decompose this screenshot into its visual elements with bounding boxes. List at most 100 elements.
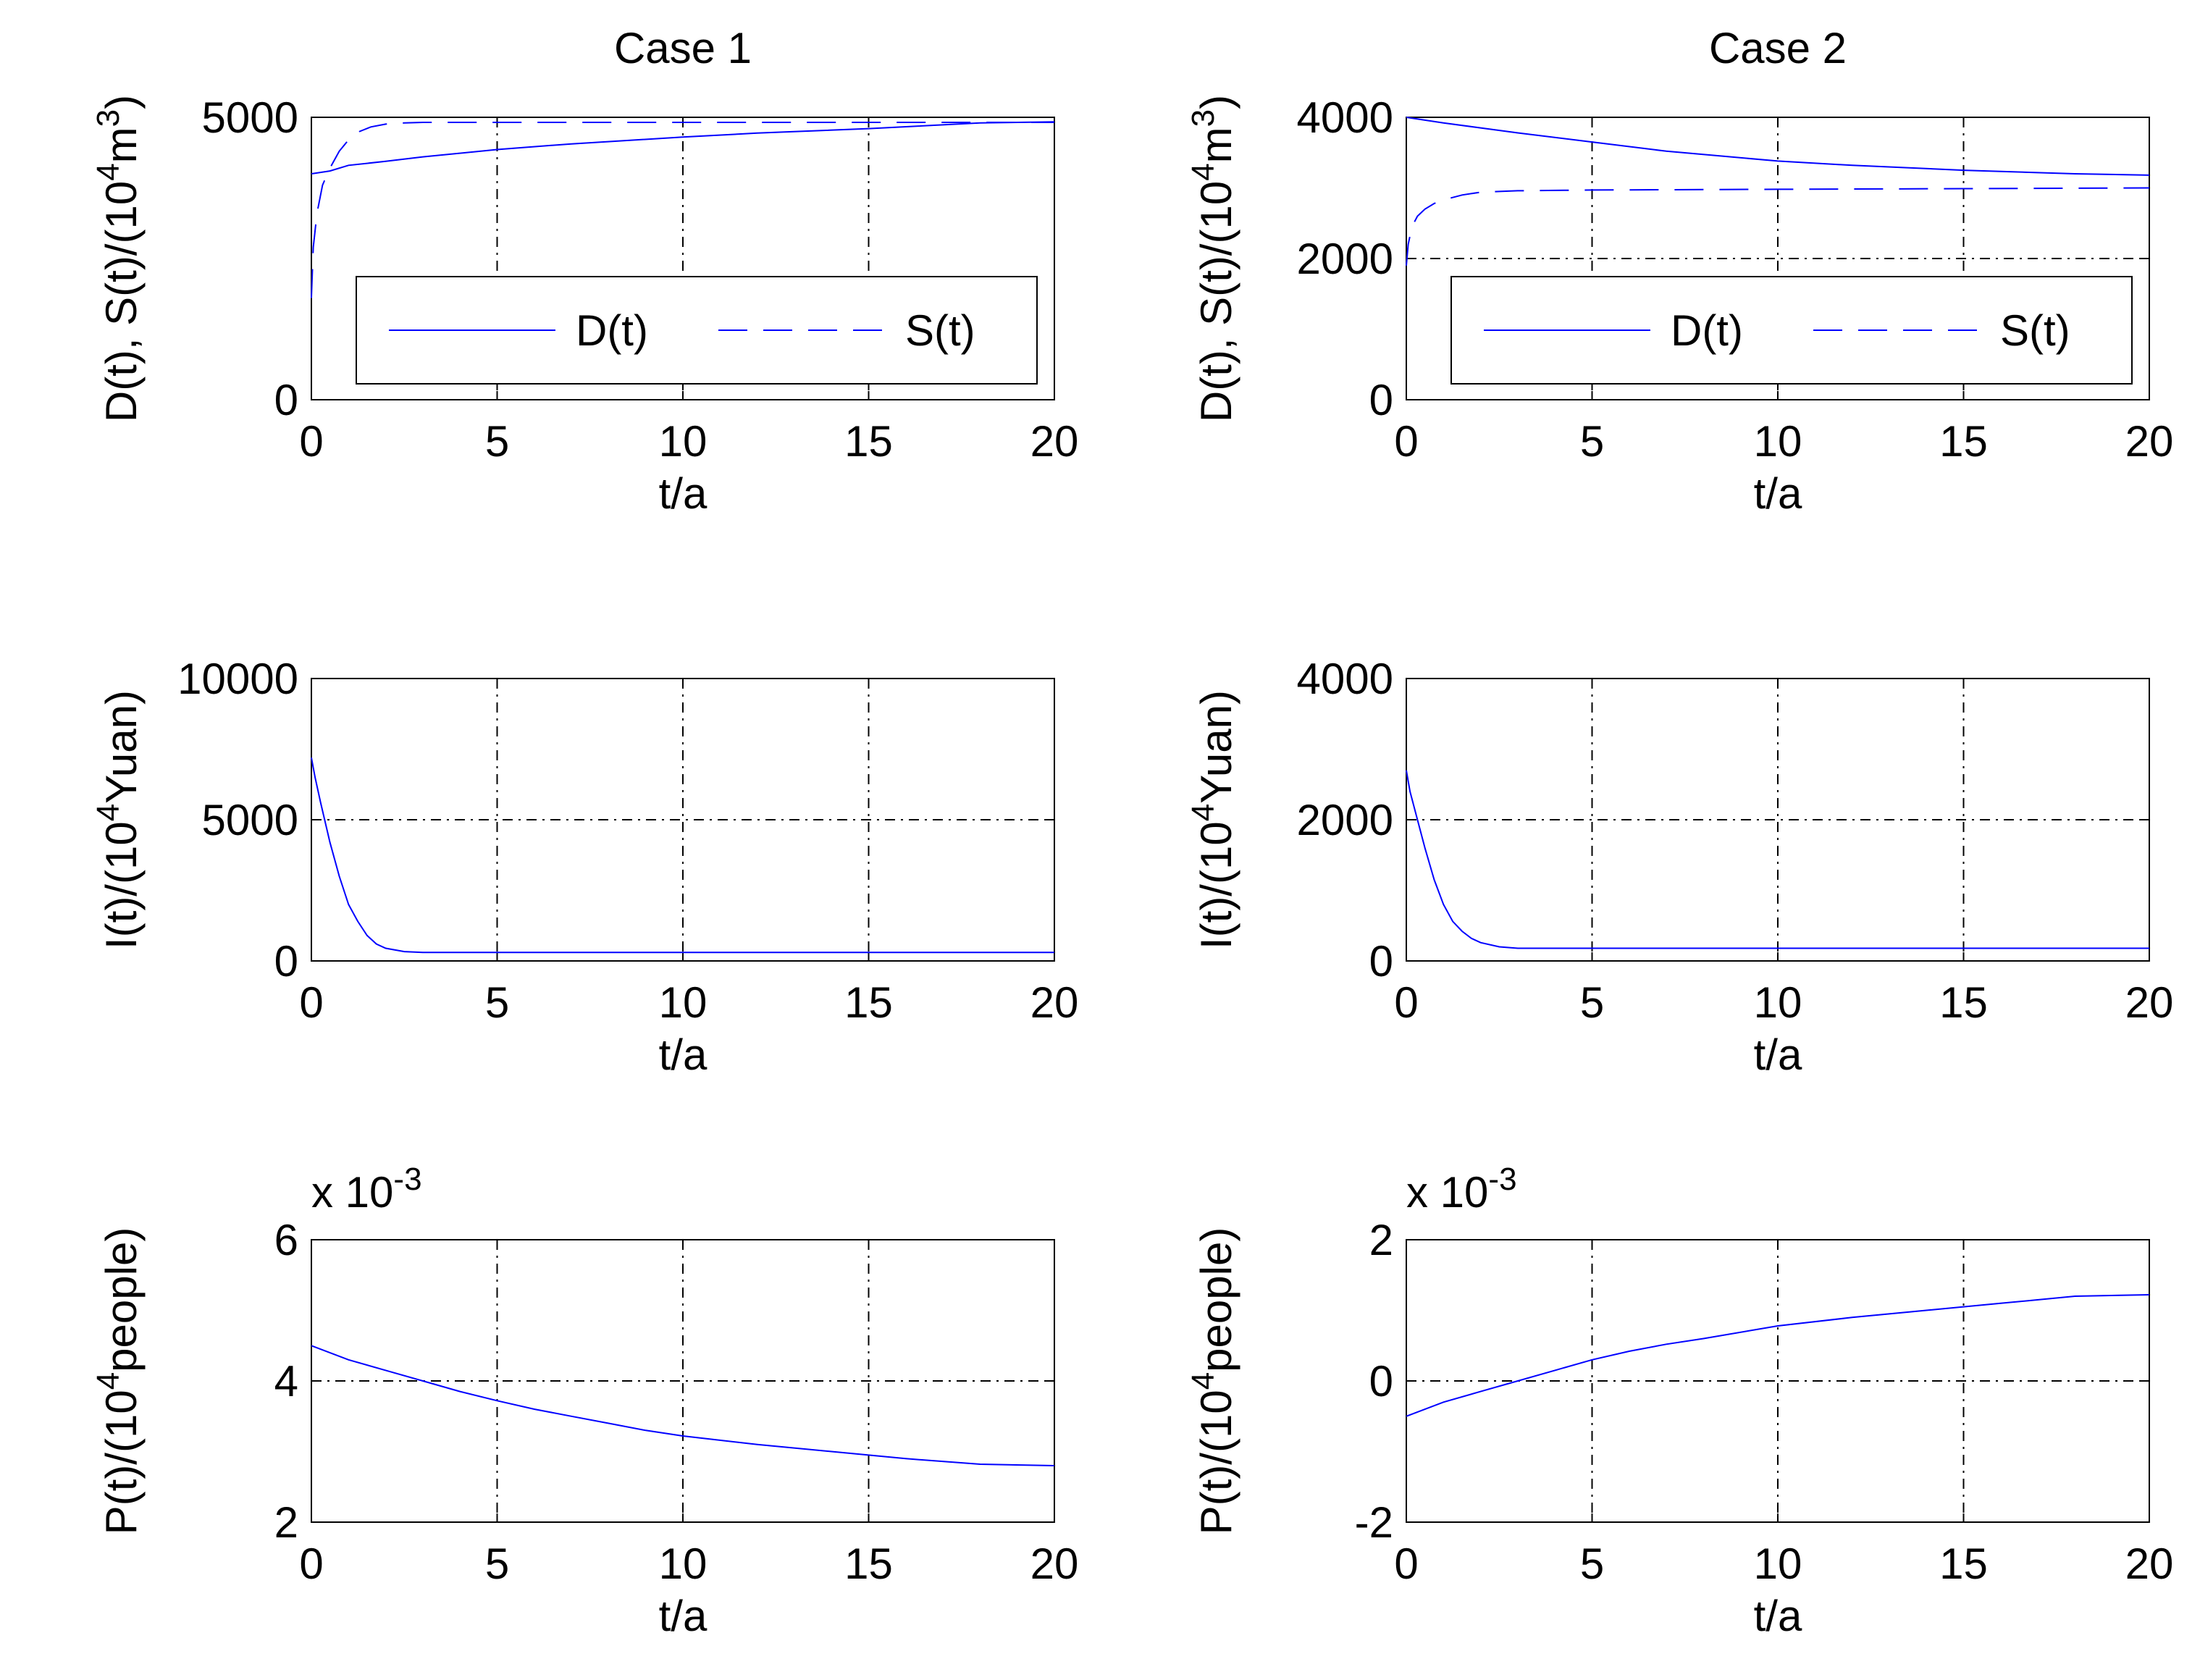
series-line-pt (1406, 1294, 2150, 1417)
y-label-tail: Yuan) (1192, 690, 1240, 804)
x-tick-label: 20 (1030, 978, 1079, 1027)
y-label-main: P(t)/(10 (1192, 1390, 1240, 1534)
x-tick-label: 15 (1939, 1540, 1988, 1588)
x-tick-label: 20 (2125, 978, 2174, 1027)
y-label-sup: 4 (1185, 804, 1221, 821)
x-tick-label: 0 (299, 417, 323, 466)
x-tick-label: 0 (1394, 1540, 1418, 1588)
x-tick-label: 10 (1754, 417, 1802, 466)
x-tick-label: 5 (1580, 1540, 1604, 1588)
multiplier-base: x 10 (311, 1168, 393, 1217)
subplot-title: Case 2 (1709, 24, 1847, 72)
y-tick-label: 2000 (1297, 235, 1393, 283)
y-label-sup: 4 (1185, 1372, 1221, 1390)
x-tick-label: 10 (1754, 1540, 1802, 1588)
y-label-main: P(t)/(10 (97, 1390, 146, 1534)
y-tick-label: -2 (1355, 1498, 1393, 1547)
legend-label: S(t) (2000, 306, 2070, 355)
series-line-dt (1406, 117, 2150, 176)
x-tick-label: 0 (299, 1540, 323, 1588)
y-label-close: ) (1192, 95, 1240, 109)
y-label-main: D(t), S(t)/(10 (1192, 181, 1240, 422)
x-tick-label: 15 (844, 1540, 893, 1588)
y-axis-label: D(t), S(t)/(104m3) (91, 95, 146, 422)
x-tick-label: 5 (485, 978, 509, 1027)
subplot-p22: 0 5 10 15 20 0 2000 4000 t/a I(t)/(104Yuan) (1185, 655, 2173, 1079)
y-label-tail: people) (1192, 1227, 1240, 1372)
x-tick-label: 10 (659, 978, 708, 1027)
y-label-tail: m (97, 127, 146, 163)
x-axis-label: t/a (1754, 469, 1802, 518)
x-tick-label: 0 (299, 978, 323, 1027)
series-line-dt (311, 121, 1055, 175)
x-tick-label: 15 (844, 417, 893, 466)
y-label-main: I(t)/(10 (97, 821, 146, 949)
x-tick-label: 5 (485, 417, 509, 466)
x-tick-label: 15 (844, 978, 893, 1027)
x-tick-label: 10 (659, 417, 708, 466)
legend: D(t) S(t) (1450, 276, 2133, 385)
x-tick-label: 10 (659, 1540, 708, 1588)
y-tick-label: 10000 (177, 655, 298, 703)
series-line-pt (311, 1345, 1055, 1466)
x-tick-label: 0 (1394, 417, 1418, 466)
y-axis-label: I(t)/(104Yuan) (91, 690, 146, 949)
y-tick-label: 4000 (1297, 655, 1393, 703)
y-label-sup: 4 (1185, 163, 1221, 180)
x-axis-label: t/a (659, 1592, 708, 1640)
y-label-tail: people) (97, 1227, 146, 1372)
y-axis-label: I(t)/(104Yuan) (1185, 690, 1240, 949)
x-axis-label: t/a (659, 469, 708, 518)
x-tick-label: 15 (1939, 417, 1988, 466)
y-label-sup: 4 (91, 1372, 126, 1390)
x-axis-label: t/a (1754, 1030, 1802, 1079)
x-axis-label: t/a (1754, 1592, 1802, 1640)
x-tick-label: 10 (1754, 978, 1802, 1027)
x-tick-label: 20 (1030, 417, 1079, 466)
legend-label: D(t) (576, 306, 648, 355)
y-tick-label: 0 (1369, 937, 1393, 986)
y-tick-label: 2000 (1297, 796, 1393, 844)
y-tick-label: 0 (274, 376, 298, 424)
x-tick-label: 20 (2125, 1540, 2174, 1588)
series-line-st (1406, 187, 2150, 266)
subplot-p11: 0 5 10 15 20 0 5000 t/a D(t), S(t)/(104m3) Case 1… (91, 24, 1078, 518)
multiplier-exponent: -3 (1488, 1162, 1516, 1197)
y-label-sup2: 3 (1185, 109, 1221, 127)
y-label-tail: m (1192, 127, 1240, 163)
y-tick-label: 0 (1369, 376, 1393, 424)
axis-multiplier: x 10-3 (311, 1162, 422, 1217)
x-tick-label: 0 (1394, 978, 1418, 1027)
y-tick-label: 0 (1369, 1357, 1393, 1406)
series-line-it (311, 757, 1054, 954)
x-tick-label: 5 (485, 1540, 509, 1588)
x-tick-label: 5 (1580, 978, 1604, 1027)
y-tick-label: 0 (274, 937, 298, 986)
x-axis-label: t/a (659, 1030, 708, 1079)
y-label-sup2: 3 (91, 109, 126, 127)
y-tick-label: 4000 (1297, 93, 1393, 142)
legend: D(t) S(t) (356, 276, 1038, 385)
subplot-p21: 0 5 10 15 20 0 5000 10000 t/a I(t)/(104Yuan) (91, 655, 1078, 1079)
series-line-st (311, 122, 1054, 298)
y-label-sup: 4 (91, 163, 126, 180)
x-tick-label: 5 (1580, 417, 1604, 466)
y-label-close: ) (97, 95, 146, 109)
subplot-p12: 0 5 10 15 20 0 2000 4000 t/a D(t), S(t)/(104m3) Ca… (1185, 24, 2173, 518)
y-tick-label: 5000 (202, 796, 298, 844)
y-label-tail: Yuan) (97, 690, 146, 804)
multiplier-base: x 10 (1406, 1168, 1488, 1217)
y-tick-label: 6 (274, 1216, 298, 1264)
series-line-it (1406, 770, 2149, 949)
x-tick-label: 20 (2125, 417, 2174, 466)
y-axis-label: P(t)/(104people) (1185, 1227, 1240, 1535)
y-label-main: D(t), S(t)/(10 (97, 181, 146, 422)
y-tick-label: 2 (1369, 1216, 1393, 1264)
legend-label: D(t) (1671, 306, 1743, 355)
axis-multiplier: x 10-3 (1406, 1162, 1517, 1217)
y-tick-label: 4 (274, 1357, 298, 1406)
multiplier-exponent: -3 (393, 1162, 421, 1197)
